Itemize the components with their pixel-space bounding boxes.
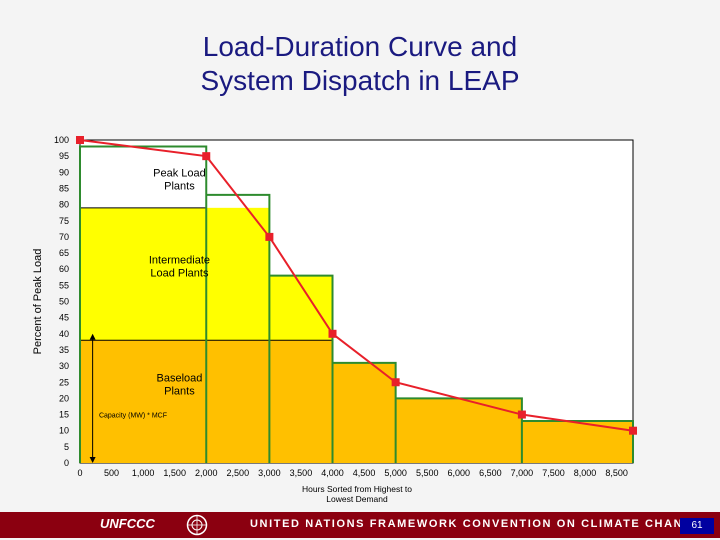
x-tick-label: 4,500 [353, 468, 376, 478]
un-emblem-icon [186, 514, 208, 536]
capacity-arrow-head-top [89, 333, 96, 340]
load-duration-chart: 0 5 10 15 20 25 30 35 40 45 50 55 60 65 70 75 80 85 90 95 10… [32, 135, 637, 504]
baseload-band-segment [332, 362, 396, 463]
y-tick-label: 10 [59, 426, 69, 436]
footer-band: UNFCCC UNITED NATIONS FRAMEWORK CONVENTI… [0, 512, 720, 538]
curve-point-marker [629, 426, 637, 435]
y-tick-label: 25 [59, 377, 69, 387]
intermediate-band-segment [80, 207, 207, 341]
convention-text: UNITED NATIONS FRAMEWORK CONVENTION ON C… [250, 518, 703, 530]
curve-point-marker [76, 136, 84, 144]
y-tick-label: 45 [59, 313, 69, 323]
curve-point-marker [265, 232, 274, 241]
x-tick-label: 2,000 [195, 468, 218, 478]
x-tick-label: 8,000 [574, 468, 597, 478]
page-number: 61 [680, 518, 714, 534]
intermediate-band-segment [206, 207, 270, 341]
y-tick-label: 35 [59, 345, 69, 355]
x-tick-label: 4,000 [321, 468, 344, 478]
y-tick-label: 70 [59, 232, 69, 242]
baseload-band-segment [80, 340, 207, 463]
y-tick-label: 90 [59, 167, 69, 177]
y-tick-label: 30 [59, 361, 69, 371]
capacity-annotation: Capacity (MW) * MCF [99, 413, 167, 420]
baseload-band-segment [206, 340, 270, 463]
title-line-1: Load-Duration Curve and [202, 31, 518, 62]
x-tick-label: 1,500 [163, 468, 186, 478]
peak-load-label: Peak Load Plants [153, 167, 206, 192]
capacity-arrow-head-bottom [89, 457, 96, 463]
x-axis-label: Hours Sorted from Highest to Lowest Deman… [302, 484, 412, 504]
x-tick-label: 2,500 [227, 468, 250, 478]
x-tick-label: 6,000 [448, 468, 471, 478]
x-tick-label: 6,500 [479, 468, 502, 478]
y-tick-label: 55 [59, 280, 69, 290]
y-axis-label: Percent of Peak Load [32, 249, 44, 355]
x-tick-label: 7,000 [511, 468, 534, 478]
baseload-band-segment [269, 340, 333, 463]
x-tick-label: 5,000 [384, 468, 407, 478]
curve-point-marker [202, 152, 211, 161]
x-tick-label: 1,000 [132, 468, 155, 478]
x-tick-label: 8,500 [605, 468, 628, 478]
x-tick-label: 3,000 [258, 468, 281, 478]
y-tick-label: 40 [59, 329, 69, 339]
y-tick-label: 5 [64, 442, 69, 452]
curve-point-marker [391, 378, 400, 387]
y-tick-label: 95 [59, 151, 69, 161]
y-tick-label: 15 [59, 410, 69, 420]
y-tick-label: 75 [59, 216, 69, 226]
curve-point-marker [517, 410, 526, 419]
baseload-band-segment [395, 398, 522, 463]
x-tick-label: 0 [77, 468, 82, 478]
x-tick-label: 7,500 [542, 468, 565, 478]
baseload-label: Baseload Plants [157, 372, 203, 397]
y-tick-label: 0 [64, 458, 69, 468]
x-tick-label: 500 [104, 468, 119, 478]
y-tick-label: 60 [59, 264, 69, 274]
title-line-2: System Dispatch in LEAP [200, 65, 520, 96]
intermediate-load-label: Intermediate Load Plants [149, 255, 210, 280]
y-tick-label: 20 [59, 393, 69, 403]
y-tick-label: 65 [59, 248, 69, 258]
x-tick-label: 3,500 [290, 468, 313, 478]
unfccc-logo: UNFCCC [100, 516, 155, 531]
x-tick-label: 5,500 [416, 468, 439, 478]
y-tick-label: 50 [59, 297, 69, 307]
y-tick-label: 85 [59, 183, 69, 193]
slide-title: Load-Duration Curve and System Dispatch … [0, 30, 720, 98]
curve-point-marker [328, 329, 337, 338]
y-tick-label: 80 [59, 200, 69, 210]
y-tick-label: 100 [54, 135, 69, 145]
